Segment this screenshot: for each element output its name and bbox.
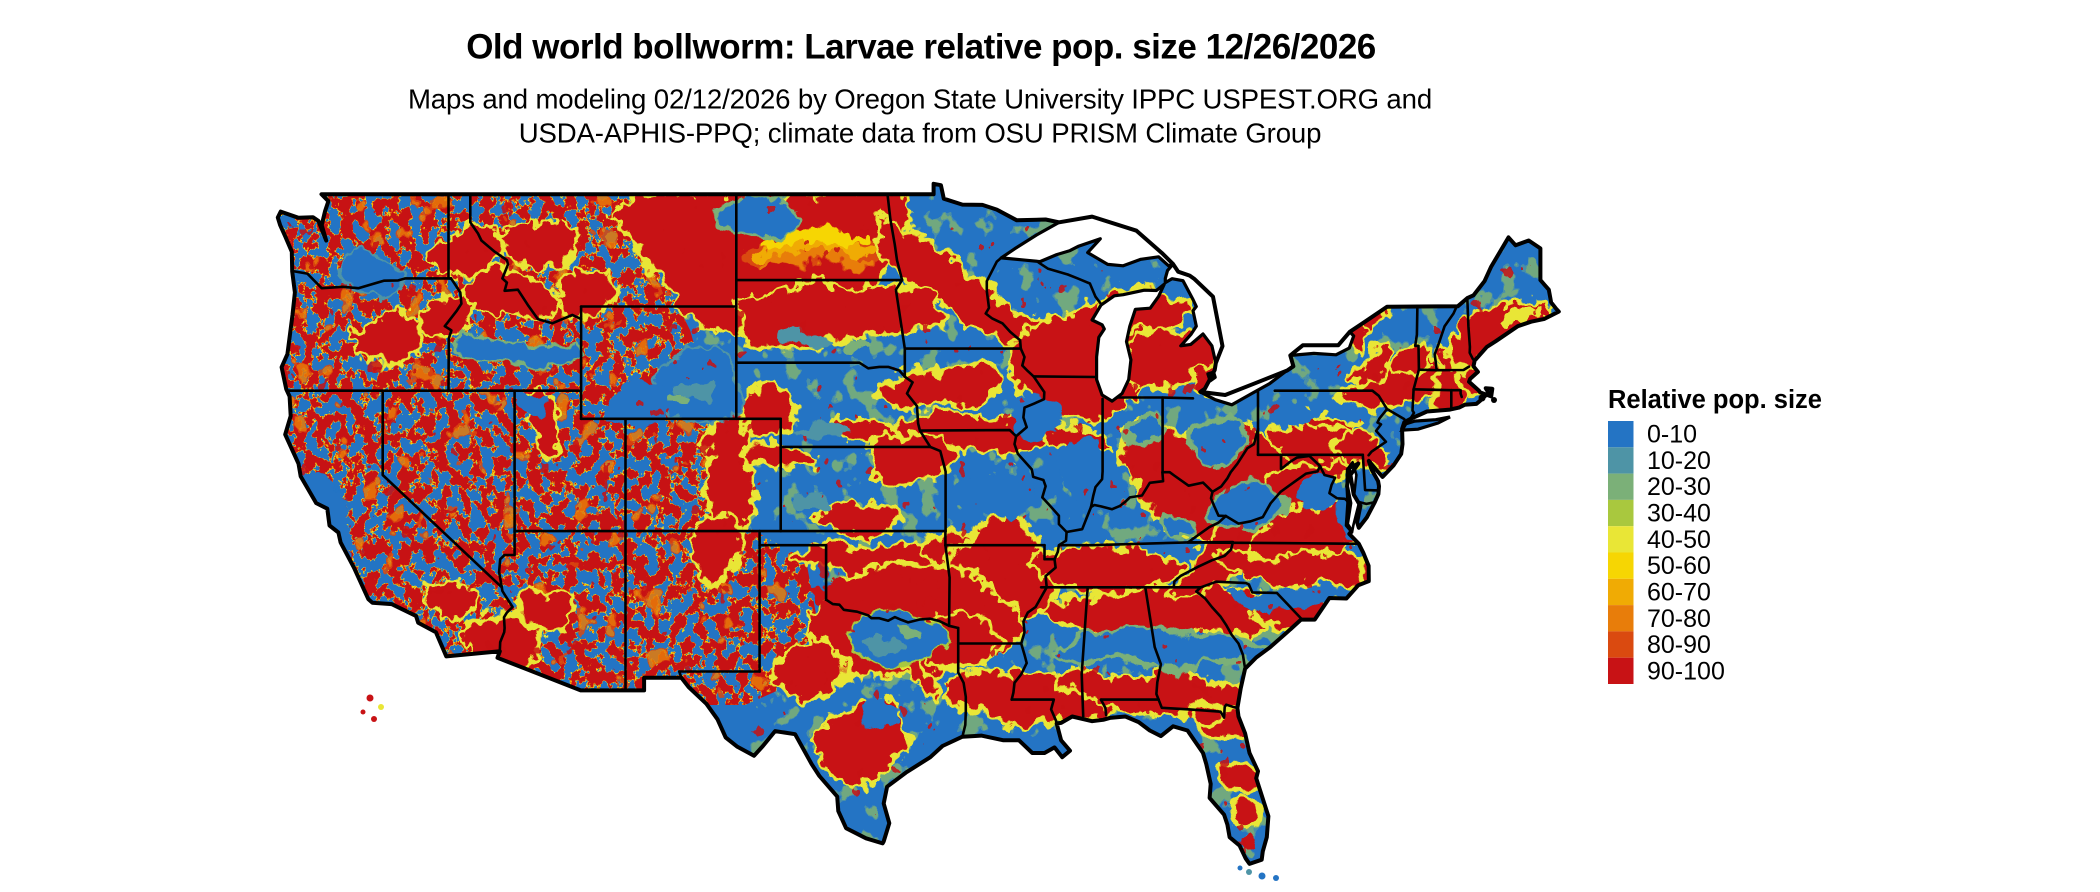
svg-text:40-50: 40-50: [1647, 526, 1711, 554]
svg-text:20-30: 20-30: [1647, 473, 1711, 501]
svg-text:10-20: 10-20: [1647, 447, 1711, 475]
svg-text:Maps and modeling 02/12/2026 b: Maps and modeling 02/12/2026 by Oregon S…: [408, 84, 1432, 115]
svg-text:80-90: 80-90: [1647, 631, 1711, 659]
svg-text:30-40: 30-40: [1647, 500, 1711, 528]
svg-text:90-100: 90-100: [1647, 657, 1725, 685]
svg-text:0-10: 0-10: [1647, 421, 1697, 449]
svg-text:Old world bollworm: Larvae rel: Old world bollworm: Larvae relative pop.…: [466, 28, 1376, 67]
svg-text:USDA-APHIS-PPQ; climate data f: USDA-APHIS-PPQ; climate data from OSU PR…: [519, 117, 1322, 148]
svg-text:60-70: 60-70: [1647, 578, 1711, 606]
svg-text:Relative pop. size: Relative pop. size: [1608, 386, 1822, 414]
svg-text:70-80: 70-80: [1647, 605, 1711, 633]
svg-text:50-60: 50-60: [1647, 552, 1711, 580]
